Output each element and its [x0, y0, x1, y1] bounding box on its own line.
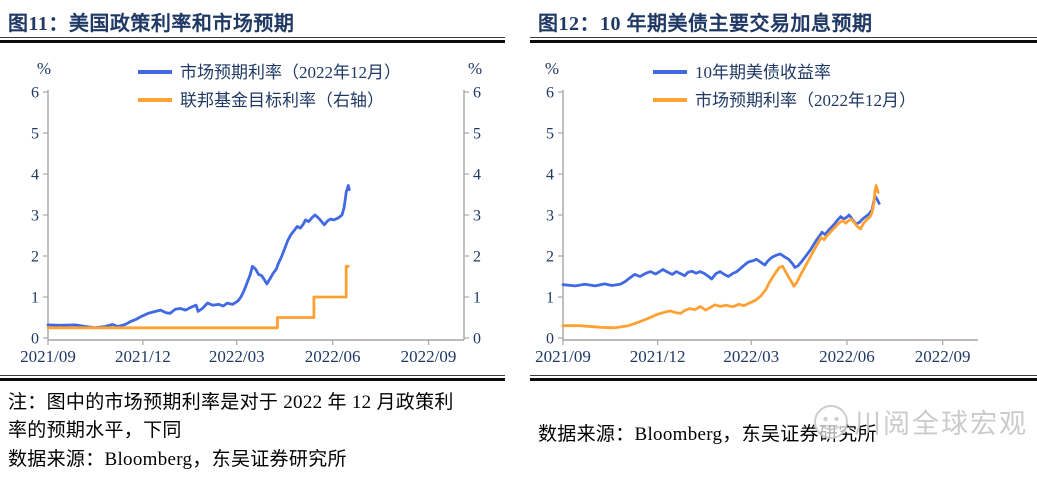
watermark: 川阅全球宏观: [812, 402, 1028, 441]
y-tick-label-left: 5: [546, 126, 554, 143]
series-line-0: [561, 194, 881, 288]
y-tick-label-left: 2: [546, 249, 554, 266]
percent-label-left: %: [37, 59, 51, 78]
watermark-logo-icon: [814, 404, 848, 439]
y-tick-label-left: 2: [31, 249, 39, 266]
y-tick-label-left: 5: [31, 126, 39, 143]
y-tick-label-left: 0: [31, 331, 39, 348]
x-tick-label: 2021/09: [20, 347, 76, 366]
chart2-title-rule: [530, 37, 1037, 43]
y-tick-label-left: 1: [31, 290, 39, 307]
y-tick-label-left: 6: [31, 85, 39, 102]
x-tick-label: 2022/03: [723, 347, 779, 366]
chart1-plot-area: 0 0 1 1 2 2 3 3 4 4 5 5 6 6 2021/09 2021/12 2022/03 2022/…: [20, 59, 482, 366]
chart1-title-rule: [0, 37, 505, 43]
chart2-title: 图12：10 年期美债主要交易加息预期: [538, 13, 873, 35]
y-tick-label-right: 5: [473, 126, 481, 143]
chart1-source: 数据来源：Bloomberg，东吴证券研究所: [8, 449, 347, 470]
y-tick-label-right: 6: [473, 85, 481, 102]
y-tick-label-left: 4: [31, 167, 39, 184]
chart2-bottom-rule: [530, 375, 1037, 381]
y-tick-label-right: 2: [473, 249, 481, 266]
y-tick-label-right: 1: [473, 290, 481, 307]
x-tick-label: 2021/12: [115, 347, 171, 366]
legend-label-1: 市场预期利率（2022年12月）: [695, 91, 916, 110]
series-line-1: [46, 264, 350, 330]
chart1-bottom-rule: [0, 375, 505, 381]
y-tick-label-right: 0: [473, 331, 481, 348]
chart1-note-line2: 率的预期水平，下同: [8, 420, 182, 441]
chart2-source: 数据来源：Bloomberg，东吴证券研究所: [538, 424, 877, 445]
x-tick-label: 2022/09: [915, 347, 971, 366]
y-tick-label-left: 1: [546, 290, 554, 307]
x-tick-label: 2022/06: [305, 347, 361, 366]
y-tick-label-left: 3: [546, 208, 554, 225]
y-tick-label-left: 6: [546, 85, 554, 102]
chart2-plot-area: 0 1 2 3 4 5 6 2021/09 2021/12 2022/03 2022/06 2022/…: [535, 59, 978, 366]
series-line-0: [46, 184, 351, 330]
y-tick-label-left: 4: [546, 167, 554, 184]
y-tick-label-left: 3: [31, 208, 39, 225]
series-line-1: [561, 184, 880, 330]
legend-label-0: 市场预期利率（2022年12月）: [180, 63, 401, 82]
watermark-text: 川阅全球宏观: [854, 409, 1028, 439]
percent-label-right: %: [468, 59, 482, 78]
chart1-title: 图11：美国政策利率和市场预期: [8, 13, 295, 35]
x-tick-label: 2022/09: [401, 347, 457, 366]
legend-label-0: 10年期美债收益率: [695, 63, 831, 82]
y-tick-label-left: 0: [546, 331, 554, 348]
legend-label-1: 联邦基金目标利率（右轴）: [180, 91, 384, 110]
x-tick-label: 2021/09: [535, 347, 591, 366]
percent-label-left: %: [545, 59, 559, 78]
chart1-note-line1: 注：图中的市场预期利率是对于 2022 年 12 月政策利: [8, 392, 454, 413]
y-tick-label-right: 3: [473, 208, 481, 225]
y-tick-label-right: 4: [473, 167, 481, 184]
x-tick-label: 2021/12: [630, 347, 686, 366]
x-tick-label: 2022/06: [819, 347, 875, 366]
x-tick-label: 2022/03: [209, 347, 265, 366]
